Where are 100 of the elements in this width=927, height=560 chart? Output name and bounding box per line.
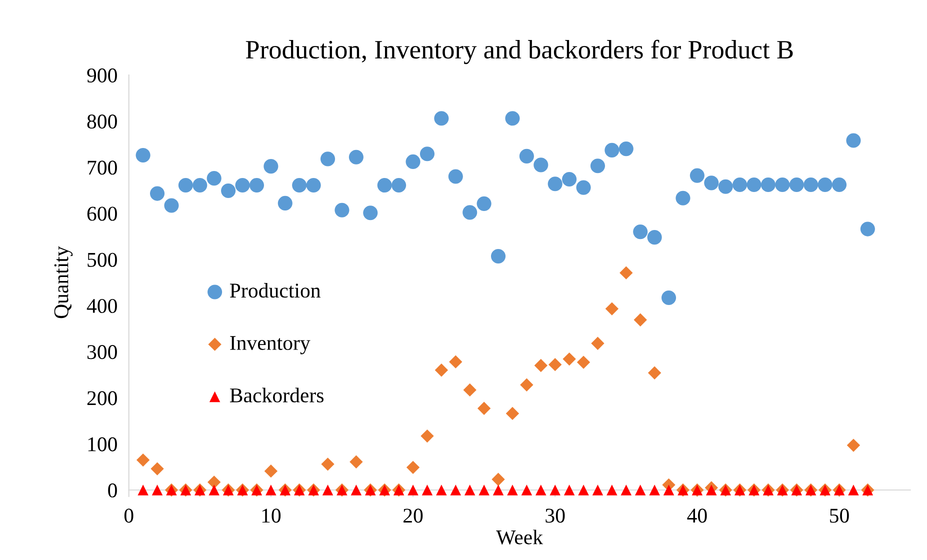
point: [649, 484, 660, 496]
x-tick-label: 30: [546, 508, 565, 523]
x-tick-label: 20: [404, 508, 423, 523]
point: [278, 196, 292, 210]
point: [506, 406, 520, 420]
point: [449, 355, 462, 368]
point: [136, 453, 150, 467]
point: [249, 178, 264, 193]
legend-label: Production: [230, 283, 321, 298]
point: [350, 484, 362, 496]
point: [534, 358, 548, 372]
point: [264, 464, 278, 478]
point: [620, 266, 633, 280]
x-tick-label: 50: [830, 508, 849, 523]
point: [463, 383, 476, 397]
point: [505, 111, 520, 126]
point: [846, 438, 860, 452]
point: [789, 177, 804, 192]
point: [492, 484, 504, 496]
point: [550, 484, 560, 496]
point: [320, 152, 336, 166]
point: [478, 484, 490, 496]
point: [618, 142, 634, 156]
point: [436, 484, 447, 496]
point: [363, 206, 378, 220]
point: [266, 484, 276, 496]
point: [434, 111, 449, 126]
point: [634, 313, 647, 326]
point: [520, 378, 534, 392]
point: [507, 484, 518, 496]
x-tick-label: 0: [124, 508, 134, 523]
point: [392, 178, 406, 193]
point: [406, 460, 420, 474]
x-tick-label: 10: [262, 508, 281, 523]
point: [846, 133, 861, 148]
point: [150, 186, 165, 201]
point: [633, 224, 648, 240]
point: [718, 179, 733, 194]
y-axis-title: Quantity: [54, 246, 73, 318]
point: [562, 352, 576, 366]
point: [804, 177, 818, 192]
y-tick-label: 700: [88, 160, 117, 175]
point: [647, 230, 662, 245]
point: [548, 176, 562, 192]
point: [408, 484, 418, 496]
point: [348, 150, 364, 164]
point: [192, 178, 208, 193]
point: [235, 178, 250, 193]
point: [450, 484, 462, 496]
point: [548, 358, 562, 372]
y-tick-label: 200: [87, 391, 117, 406]
y-tick-label: 0: [108, 483, 117, 498]
point: [706, 484, 717, 496]
point: [208, 476, 221, 489]
point: [178, 178, 193, 193]
point: [150, 462, 164, 476]
point: [576, 356, 590, 369]
point: [422, 484, 433, 496]
point: [775, 177, 790, 192]
point: [136, 148, 150, 163]
point: [592, 484, 604, 496]
point: [648, 366, 662, 380]
point: [591, 336, 604, 350]
point: [832, 177, 847, 192]
point: [206, 171, 222, 186]
point: [322, 484, 334, 496]
point: [492, 472, 505, 486]
point: [536, 484, 546, 496]
point: [760, 177, 776, 192]
point: [476, 196, 492, 211]
point: [818, 177, 832, 192]
point: [420, 146, 435, 162]
point: [732, 177, 748, 192]
point: [477, 402, 491, 415]
point: [420, 429, 434, 443]
point: [350, 455, 363, 468]
point: [661, 290, 676, 306]
chart-title: Production, Inventory and backorders for Product B: [246, 40, 793, 64]
legend-label: Inventory: [230, 336, 310, 354]
point: [208, 484, 220, 496]
point: [464, 484, 476, 496]
x-axis-title: Week: [496, 530, 544, 544]
point: [860, 222, 875, 236]
point: [292, 178, 307, 193]
legend-label: Backorders: [230, 388, 324, 402]
point: [406, 154, 420, 170]
point: [534, 158, 548, 172]
point: [634, 484, 646, 496]
point: [604, 142, 620, 158]
point: [138, 484, 148, 496]
point: [306, 178, 321, 193]
point: [448, 169, 463, 184]
point: [164, 198, 179, 213]
point: [676, 190, 690, 206]
point: [690, 168, 704, 183]
point: [221, 183, 236, 198]
y-tick-label: 900: [87, 68, 117, 82]
point: [663, 484, 674, 496]
point: [576, 180, 591, 195]
point: [377, 178, 392, 193]
